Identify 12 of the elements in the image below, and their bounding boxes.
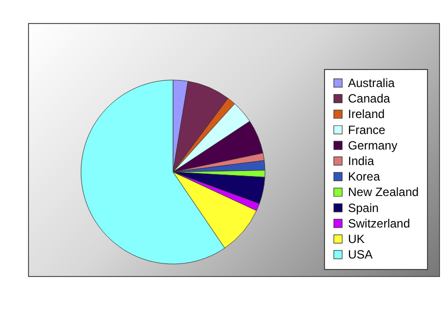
legend-label: Canada	[348, 92, 390, 106]
legend-label: UK	[348, 232, 365, 246]
legend-label: France	[348, 122, 386, 137]
legend-label: Ireland	[348, 107, 385, 122]
legend-label: USA	[348, 248, 373, 262]
legend-label: Germany	[348, 138, 398, 152]
legend-label: Korea	[348, 170, 380, 184]
legend-label: India	[348, 154, 374, 168]
legend-label: New Zealand	[348, 185, 419, 200]
legend-label: Spain	[348, 200, 379, 215]
legend-label: Switzerland	[348, 216, 410, 230]
legend-label: Australia	[348, 76, 396, 90]
